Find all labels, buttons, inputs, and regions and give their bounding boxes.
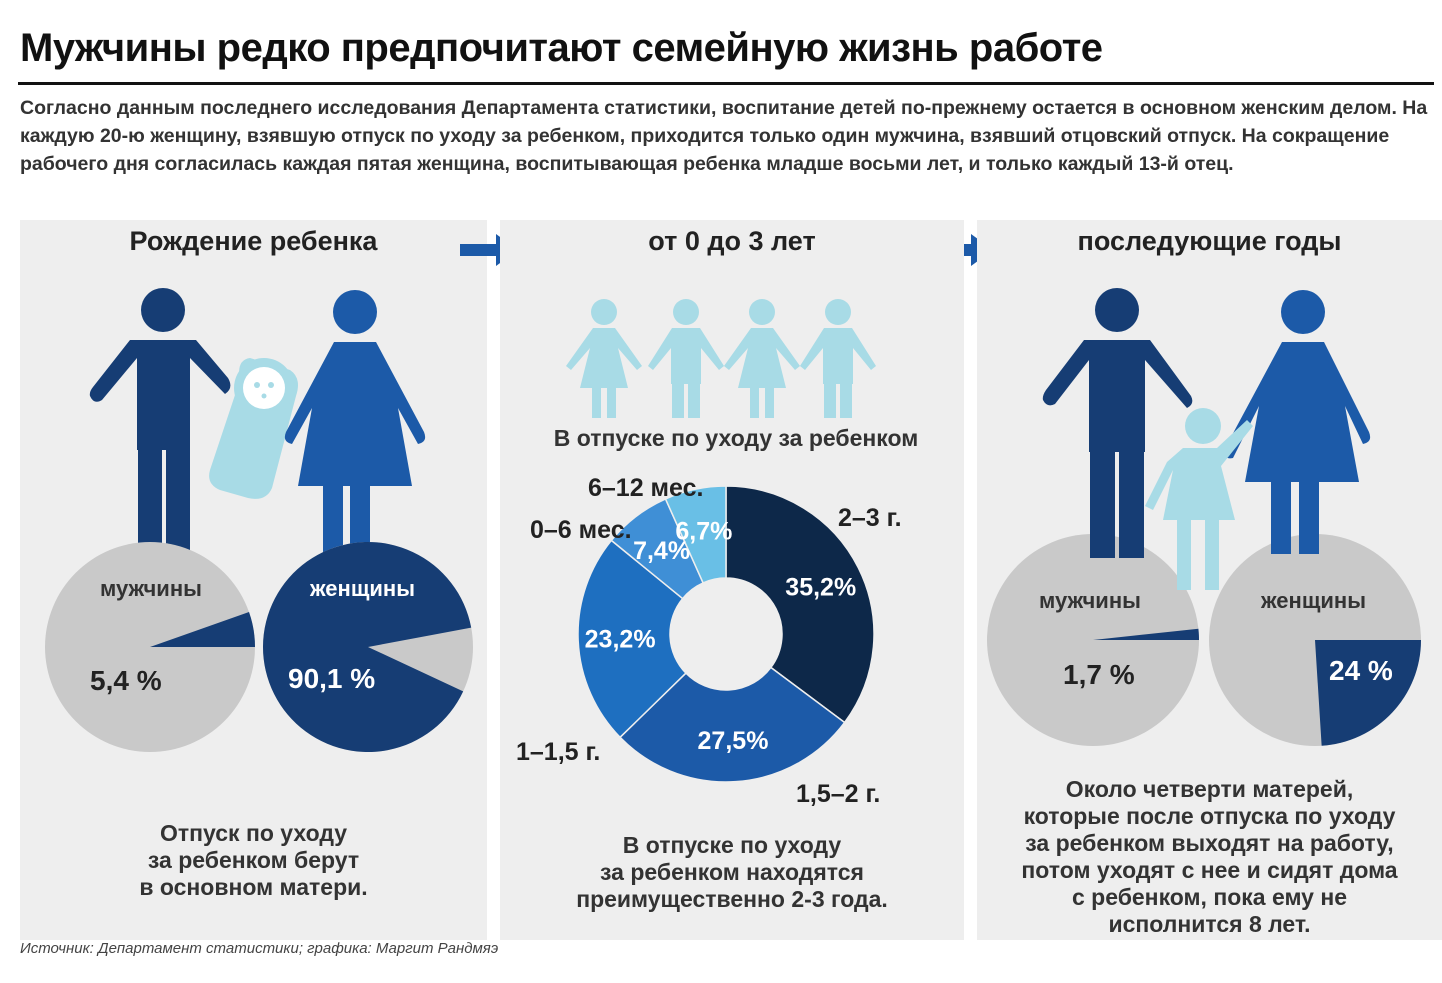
man-icon <box>89 288 231 560</box>
girl-icon <box>566 299 642 418</box>
donut-slice <box>577 539 687 739</box>
woman-icon <box>1223 290 1371 554</box>
panel-title-birth: Рождение ребенка <box>129 226 378 256</box>
donut-value-label: 7,4% <box>633 537 690 565</box>
donut-value-label: 27,5% <box>698 727 769 755</box>
caption-line: исполнится 8 лет. <box>1108 911 1311 937</box>
caption-line: Около четверти матерей, <box>1065 776 1354 802</box>
category-label-0-6: 0–6 мес. <box>530 516 632 544</box>
donut-value-label: 6,7% <box>675 517 732 545</box>
later-graphic: мужчины женщины 1,7 % 24 % <box>987 288 1421 746</box>
pie-slice-men <box>150 612 255 647</box>
caption-line: за ребенком выходят на работу, <box>1025 830 1394 856</box>
donut-value-label: 23,2% <box>585 626 656 654</box>
caption-line: в основном матери. <box>139 874 368 900</box>
man-icon <box>1042 288 1193 558</box>
value-women: 24 % <box>1329 655 1393 686</box>
caption-later: Около четверти матерей, которые после от… <box>977 776 1442 938</box>
donut-slice <box>725 485 875 724</box>
value-men: 5,4 % <box>90 665 162 696</box>
donut-subtitle: В отпуске по уходу за ребенком <box>554 425 918 451</box>
label-women: женщины <box>1260 588 1366 613</box>
caption-line: с ребенком, пока ему не <box>1071 884 1348 910</box>
boy-icon <box>800 299 876 418</box>
category-label-1-1-5: 1–1,5 г. <box>516 738 600 766</box>
pie-slice-women <box>1315 640 1421 746</box>
page-title: Мужчины редко предпочитают семейную жизн… <box>20 26 1103 70</box>
label-men: мужчины <box>1039 588 1141 613</box>
value-women: 90,1 % <box>288 663 375 694</box>
source-note: Источник: Департамент статистики; график… <box>20 940 499 957</box>
pie-slice-men <box>1093 628 1199 640</box>
caption-line: Отпуск по уходу <box>160 820 347 846</box>
donut-slice <box>664 485 727 584</box>
birth-graphic: мужчины 5,4 % женщины 90,1 % <box>45 288 473 752</box>
caption-line: преимущественно 2-3 года. <box>576 886 888 912</box>
category-label-2-3: 2–3 г. <box>838 504 902 532</box>
pie-women-birth: женщины 90,1 % <box>263 542 473 752</box>
pie-men-later <box>987 534 1199 746</box>
panel-birth: Рождение ребенка мужчины <box>20 220 487 940</box>
label-women: женщины <box>309 576 415 601</box>
panel-title-age-0-3: от 0 до 3 лет <box>648 226 816 256</box>
panel-later: последующие годы <box>977 220 1442 940</box>
value-men: 1,7 % <box>1063 659 1135 690</box>
label-men: мужчины <box>100 576 202 601</box>
title-rule <box>18 82 1434 85</box>
caption-line: потом уходят с нее и сидят дома <box>1021 857 1398 883</box>
children-icons <box>566 299 876 418</box>
pie-men-birth: мужчины 5,4 % <box>45 542 255 752</box>
woman-icon <box>284 290 426 562</box>
caption-birth: Отпуск по уходу за ребенком берут в осно… <box>20 820 487 901</box>
child-icon <box>1145 408 1253 590</box>
category-label-6-12: 6–12 мес. <box>588 474 703 502</box>
category-label-1-5-2: 1,5–2 г. <box>796 780 880 808</box>
panel-title-later: последующие годы <box>1077 226 1342 256</box>
baby-icon <box>209 358 298 499</box>
caption-line: за ребенком находятся <box>600 859 864 885</box>
caption-age-0-3: В отпуске по уходу за ребенком находятся… <box>500 832 964 913</box>
intro-text: Согласно данным последнего исследования … <box>20 97 1428 175</box>
caption-line: за ребенком берут <box>147 847 360 873</box>
panel-age-0-3: от 0 до 3 лет В отп <box>500 220 964 940</box>
boy-icon <box>648 299 724 418</box>
donut-slice <box>618 666 846 783</box>
pie-women-later <box>1209 534 1421 746</box>
caption-line: которые после отпуска по уходу <box>1023 803 1396 829</box>
age-0-3-graphic: В отпуске по уходу за ребенком 35,2% 27,5… <box>516 299 918 808</box>
donut-value-label: 35,2% <box>785 573 856 601</box>
caption-line: В отпуске по уходу <box>622 832 842 858</box>
pie-slice-women <box>263 542 472 752</box>
girl-icon <box>724 299 800 418</box>
donut-chart: 35,2% 27,5% 23,2% 7,4%6,7% <box>577 485 875 783</box>
